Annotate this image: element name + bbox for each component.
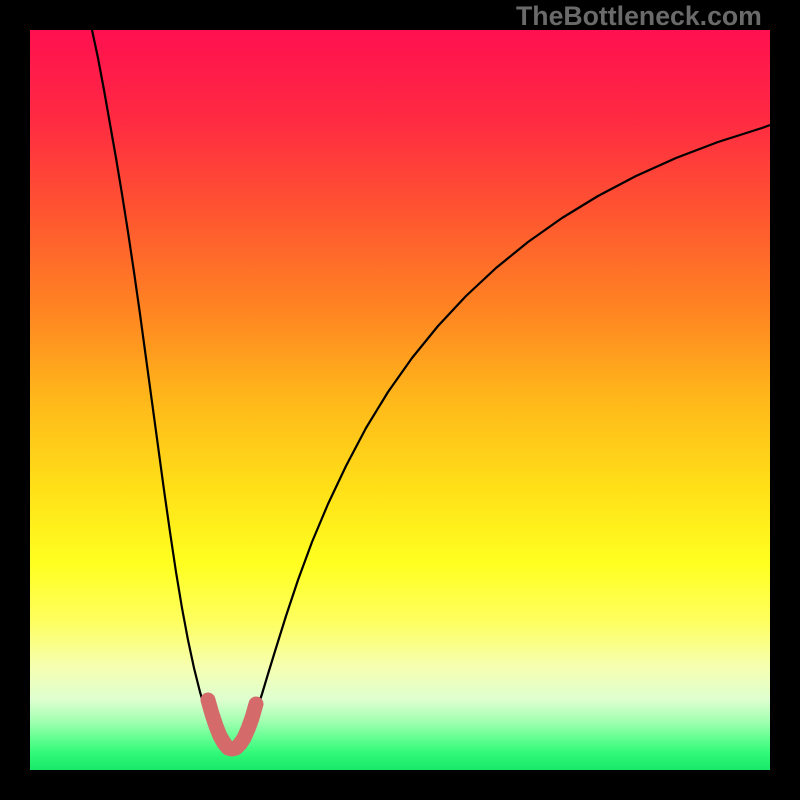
chart-frame: TheBottleneck.com — [0, 0, 800, 800]
plot-background — [30, 30, 770, 770]
chart-svg — [0, 0, 800, 800]
watermark-text: TheBottleneck.com — [516, 1, 762, 32]
